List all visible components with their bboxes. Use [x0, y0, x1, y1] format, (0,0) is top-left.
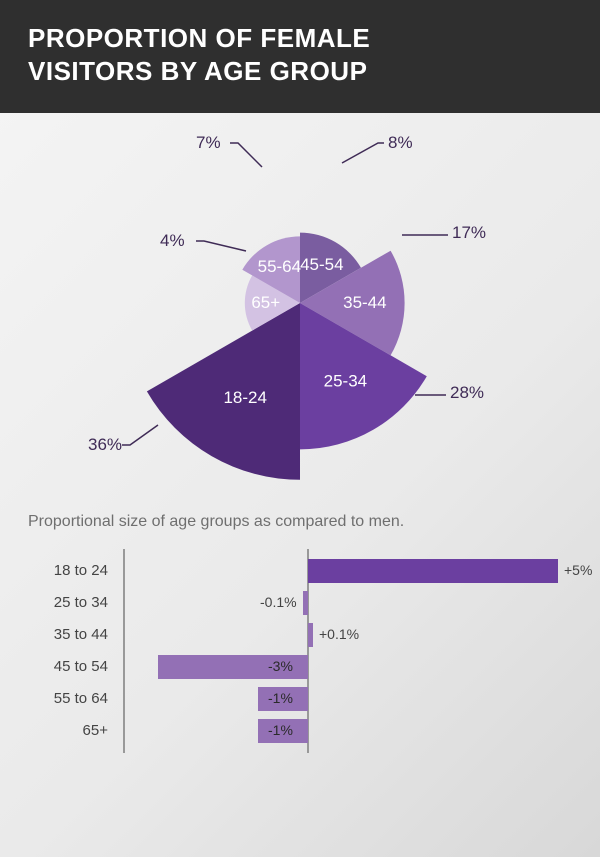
pie-percent-label: 17% — [452, 223, 486, 243]
bar-category-label: 65+ — [28, 722, 108, 739]
pie-slice-label: 18-24 — [223, 388, 266, 407]
callout-line — [122, 425, 158, 445]
bar-category-label: 35 to 44 — [28, 626, 108, 643]
bar-category-label: 18 to 24 — [28, 562, 108, 579]
diverging-bar-chart: 18 to 24+5%25 to 34-0.1%35 to 44+0.1%45 … — [28, 549, 572, 757]
bar-value-label: -0.1% — [260, 594, 297, 610]
bar-value-label: +0.1% — [319, 626, 359, 642]
pie-percent-label: 36% — [88, 435, 122, 455]
comparison-subtitle: Proportional size of age groups as compa… — [28, 513, 600, 531]
polar-area-chart: 45-5435-44 25-34 18-24 65+ 55-64 8% 17% 28% 36% 4… — [0, 113, 600, 493]
pie-slice-label: 65+ — [251, 293, 280, 312]
page-title: PROPORTION OF FEMALE VISITORS BY AGE GRO… — [28, 22, 572, 87]
callout-line — [196, 241, 246, 251]
callout-line — [230, 143, 262, 167]
pie-percent-label: 8% — [388, 133, 413, 153]
bar-chart-svg — [28, 549, 572, 757]
pie-slice-label: 35-44 — [343, 293, 386, 312]
bar-rect — [303, 591, 308, 615]
bar-value-label: +5% — [564, 562, 592, 578]
bar-category-label: 55 to 64 — [28, 690, 108, 707]
bar-value-label: -3% — [268, 658, 293, 674]
pie-percent-label: 4% — [160, 231, 185, 251]
title-line-2: VISITORS BY AGE GROUP — [28, 56, 367, 86]
title-line-1: PROPORTION OF FEMALE — [28, 23, 370, 53]
bar-category-label: 25 to 34 — [28, 594, 108, 611]
bar-value-label: -1% — [268, 690, 293, 706]
pie-slice-label: 45-54 — [300, 255, 343, 274]
pie-percent-label: 7% — [196, 133, 221, 153]
bar-category-label: 45 to 54 — [28, 658, 108, 675]
pie-slice-label: 55-64 — [258, 257, 301, 276]
bar-rect — [308, 559, 558, 583]
pie-percent-label: 28% — [450, 383, 484, 403]
pie-slice-label: 25-34 — [324, 372, 367, 391]
bar-rect — [308, 623, 313, 647]
bar-value-label: -1% — [268, 722, 293, 738]
callout-line — [342, 143, 384, 163]
header-bar: PROPORTION OF FEMALE VISITORS BY AGE GRO… — [0, 0, 600, 113]
